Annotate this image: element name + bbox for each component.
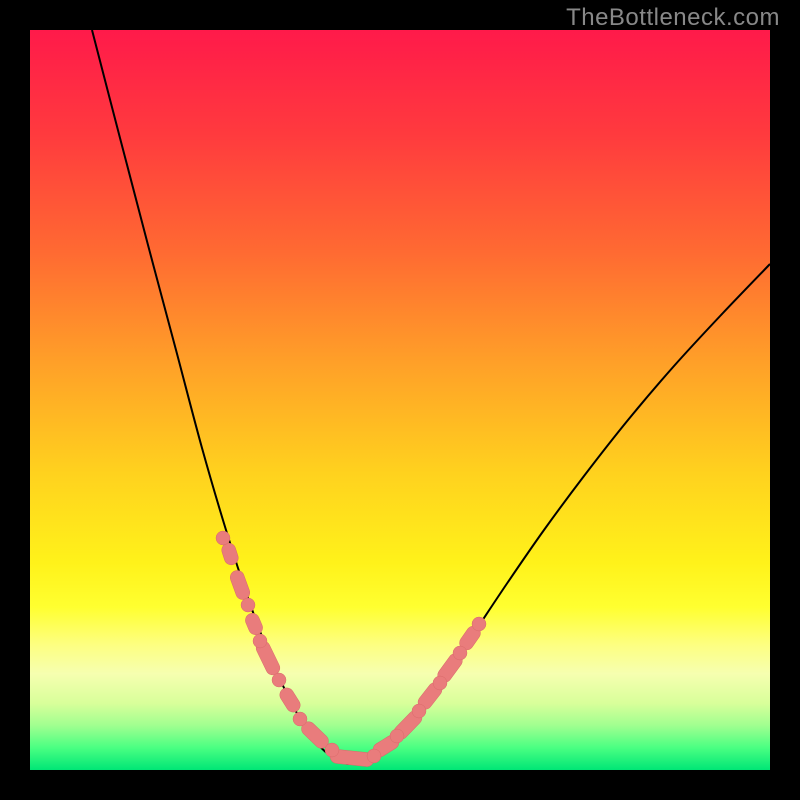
marker-dot bbox=[253, 634, 267, 648]
marker-dot bbox=[293, 712, 307, 726]
marker-dot bbox=[216, 531, 230, 545]
bottleneck-chart bbox=[30, 30, 770, 770]
marker-dot bbox=[325, 743, 339, 757]
marker-dot bbox=[241, 598, 255, 612]
marker-dot bbox=[472, 617, 486, 631]
marker-dot bbox=[412, 704, 426, 718]
marker-dot bbox=[453, 646, 467, 660]
marker-dot bbox=[433, 676, 447, 690]
marker-dot bbox=[390, 729, 404, 743]
marker-dot bbox=[272, 673, 286, 687]
marker-dot bbox=[367, 749, 381, 763]
watermark-text: TheBottleneck.com bbox=[566, 4, 780, 32]
gradient-background bbox=[30, 30, 770, 770]
